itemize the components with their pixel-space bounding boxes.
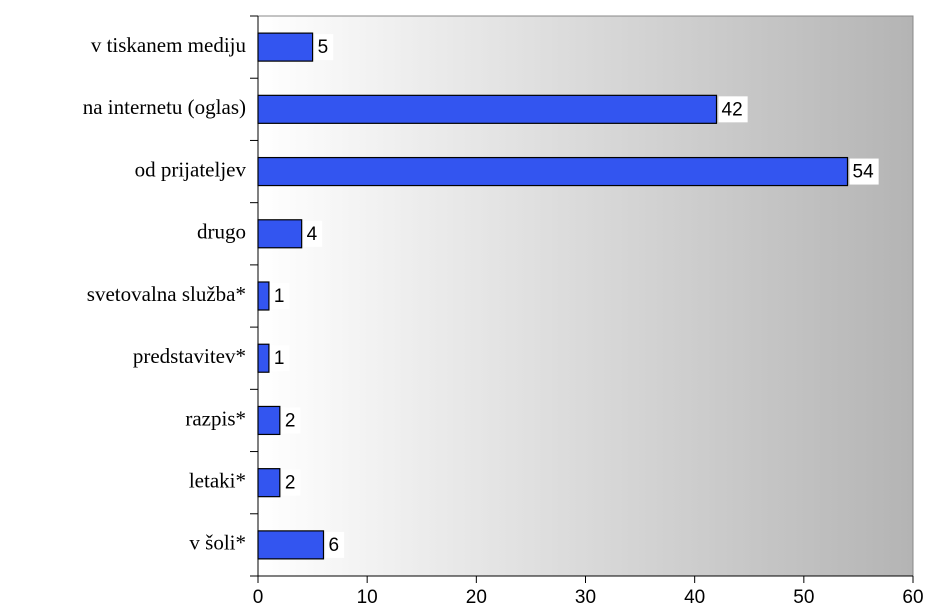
bar — [257, 468, 281, 498]
bar — [257, 219, 303, 249]
x-tick-label: 20 — [466, 587, 487, 608]
value-label: 5 — [318, 37, 329, 58]
value-label: 4 — [307, 224, 318, 245]
value-label-bg — [270, 283, 290, 309]
y-tick-label: na internetu (oglas) — [83, 95, 246, 119]
x-tick-label: 50 — [793, 587, 814, 608]
value-label-bg — [849, 158, 879, 185]
value-label-bg — [270, 345, 290, 372]
value-label-bg — [303, 220, 323, 247]
y-tick-label: svetovalna služba* — [87, 282, 246, 306]
y-tick-label: od prijateljev — [135, 157, 247, 181]
y-tick-label: drugo — [197, 220, 246, 244]
value-label-bg — [718, 96, 748, 123]
x-tick-label: 30 — [575, 587, 596, 608]
value-label-bg — [281, 407, 301, 434]
value-label-bg — [281, 469, 301, 496]
value-label-bg — [314, 34, 334, 61]
value-label: 54 — [853, 162, 875, 183]
value-label: 6 — [329, 535, 340, 556]
value-label: 1 — [274, 348, 285, 369]
bar — [257, 32, 314, 62]
bar — [257, 281, 270, 311]
bar — [257, 405, 281, 436]
bar — [257, 343, 270, 373]
value-label: 1 — [274, 286, 285, 307]
value-label: 2 — [285, 410, 296, 431]
value-label: 2 — [285, 473, 296, 494]
y-tick-label: letaki* — [189, 468, 246, 492]
x-tick-label: 10 — [357, 587, 378, 608]
y-tick-label: predstavitev* — [133, 344, 246, 368]
x-tick-label: 60 — [902, 587, 923, 608]
x-tick-label: 40 — [684, 587, 705, 608]
bar — [257, 94, 718, 124]
bar — [257, 530, 325, 560]
bar — [257, 156, 849, 187]
x-tick-label: 0 — [253, 587, 264, 608]
value-label: 42 — [722, 99, 743, 120]
value-label-bg — [325, 531, 345, 558]
y-tick-label: v tiskanem mediju — [91, 33, 247, 57]
y-tick-label: razpis* — [185, 406, 246, 430]
y-tick-label: v šoli* — [189, 531, 246, 555]
